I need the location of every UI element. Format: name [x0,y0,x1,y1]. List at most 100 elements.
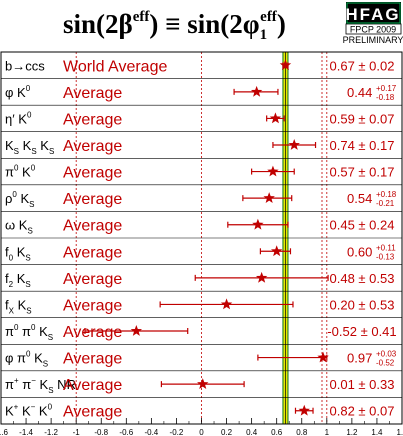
average-label: World Average [63,58,167,75]
x-tick-label: -1.6 [0,428,8,436]
value-error-plus: +0.18 [376,190,397,199]
data-point-star [267,165,279,177]
process-label-part: b→ccs [5,58,45,73]
value-error-minus: -0.52 [376,359,395,368]
process-label: φ π0 KS [5,350,48,369]
x-tick-label: -0.6 [119,428,133,436]
process-label-part: K [30,351,43,366]
value-error-plus: +0.03 [376,350,397,359]
data-row: K+ K− K0 Average 0.82 ± 0.07 [5,403,394,421]
x-tick-label: -0.2 [170,428,184,436]
value-error-plus: +0.17 [376,84,397,93]
data-point-star [250,85,263,97]
average-label: Average [63,85,122,102]
title-sub: 1 [260,27,268,43]
data-row: φ π0 KS Average 0.97 +0.03-0.52 [5,350,397,369]
logo-line1-box [345,23,402,35]
value-text: 0.59 ± 0.07 [330,111,395,126]
data-row: π0 K0 Average 0.57 ± 0.17 [5,164,394,182]
data-row: π0 π0 KS Average -0.52 ± 0.41 [5,323,397,342]
process-label: ρ0 KS [5,190,35,209]
process-label-part: NR [54,377,76,392]
process-label-part: η′ K [5,111,27,126]
plot-area: -1.6 -1.4 -1.2 -1 -0.8 -0.6 -0.4 -0.2 0 0.2 0.4 0.6… [0,51,403,436]
process-label-part: − [31,376,36,385]
process-label-part: f [5,244,9,259]
average-label: Average [63,218,122,235]
process-label-part: φ K [5,85,26,100]
logo-name: HFAG [345,5,400,24]
x-tick-label: 1.4 [371,428,383,436]
process-label-part: π [18,324,31,339]
x-tick-label: -1 [73,428,81,436]
process-label-part: K [19,138,32,153]
value-text: 0.20 ± 0.53 [330,297,395,312]
value-text: 0.44 [347,85,372,100]
process-label: K+ K− K0 [5,403,53,419]
process-label-part: φ π [5,351,26,366]
process-label-part: f [5,271,9,286]
value-error-plus: +0.11 [376,243,396,252]
x-tick-label: 1.2 [346,428,358,436]
process-label-part: K [35,324,48,339]
x-tick-label: 1.6 [396,428,403,436]
process-label-part: 0 [48,403,53,412]
process-label: KS KS KS [5,138,54,156]
title-prefix: sin(2β [63,9,133,39]
process-label-part: 0 [14,323,19,332]
process-label-part: + [14,403,19,412]
process-label-part: S [49,147,54,156]
process-label: f0 KS [5,244,31,262]
average-label: Average [63,271,122,288]
logo-border [346,2,401,24]
process-label-part: X [9,306,15,315]
x-tick-label: 1 [325,428,330,436]
process-label-part: 0 [12,190,17,199]
process-label-part: K [13,244,26,259]
process-label: π0 K0 [5,164,36,180]
data-point-star [269,112,282,124]
x-tick-label: -1.4 [19,428,33,436]
process-label-part: K [35,404,48,419]
data-point-star [298,404,310,416]
average-label: Average [63,297,122,314]
process-label-part: 0 [27,110,32,119]
process-label-part: ρ [5,191,12,206]
process-label-part: S [14,147,19,156]
data-point-star [130,325,143,336]
process-label-part: ω K [5,218,28,233]
process-label-part: K [37,138,50,153]
average-label: Average [63,191,122,208]
process-label-part: f [5,297,9,312]
process-label-part: S [27,227,32,236]
x-tick-label: 0.8 [296,428,308,436]
process-label-part: π [5,324,14,339]
process-label-part: K [18,404,31,419]
value-error-minus: -0.18 [376,93,395,102]
x-tick-label: -0.8 [94,428,108,436]
title-text: sin(2βeff) ≡ sin(2φ1eff) [63,9,286,43]
process-label-part: K [13,271,26,286]
x-tick-label: 0.2 [221,428,233,436]
average-label: Average [63,111,122,128]
process-label: π0 π0 KS [5,323,53,342]
process-label-part: S [26,306,31,315]
process-label-part: π [5,165,14,180]
process-label-part: 2 [9,280,14,289]
value-text: 0.48 ± 0.53 [330,271,395,286]
process-label: b→ccs [5,58,45,73]
process-label-part: π [19,377,32,392]
process-label: φ K0 [5,84,31,100]
data-point-star [252,218,264,230]
data-row: f2 KS Average 0.48 ± 0.53 [5,271,394,289]
data-point-star [279,59,292,71]
process-label: π+ π− KS NR [5,376,76,395]
x-tick-label: 0.6 [271,428,283,436]
data-point-star [270,245,283,257]
process-label-part: K [5,404,14,419]
title-middle: ) ≡ sin(2φ [149,9,259,39]
average-label: Average [63,244,122,261]
data-row: φ K0 Average 0.44 +0.17-0.18 [5,84,397,102]
average-label: Average [63,351,122,368]
